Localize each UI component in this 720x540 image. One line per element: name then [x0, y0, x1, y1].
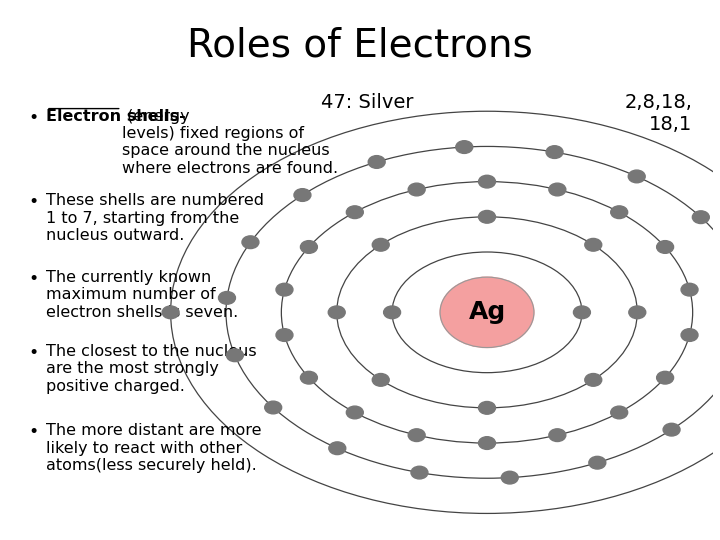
Text: Ag: Ag [469, 300, 505, 325]
Circle shape [657, 372, 674, 384]
Circle shape [346, 206, 364, 219]
Text: Electron shells-: Electron shells- [46, 109, 186, 124]
Circle shape [276, 329, 293, 341]
Circle shape [226, 349, 243, 362]
Circle shape [546, 146, 563, 158]
Circle shape [368, 156, 385, 168]
Circle shape [162, 306, 179, 319]
Circle shape [629, 170, 645, 183]
Circle shape [479, 211, 495, 223]
Circle shape [300, 241, 318, 253]
Text: (energy
levels) fixed regions of
space around the nucleus
where electrons are fo: (energy levels) fixed regions of space a… [122, 109, 338, 176]
Circle shape [629, 306, 646, 319]
Circle shape [300, 372, 318, 384]
Circle shape [218, 292, 235, 304]
Circle shape [372, 374, 390, 386]
Circle shape [611, 406, 628, 419]
Circle shape [372, 239, 390, 251]
Circle shape [346, 406, 364, 419]
Circle shape [549, 183, 566, 196]
Text: The more distant are more
likely to react with other
atoms(less securely held).: The more distant are more likely to reac… [46, 423, 261, 473]
Circle shape [328, 306, 345, 319]
Circle shape [657, 241, 674, 253]
Circle shape [549, 429, 566, 442]
Circle shape [411, 466, 428, 479]
Circle shape [242, 236, 259, 248]
Circle shape [715, 376, 720, 389]
Circle shape [501, 471, 518, 484]
Circle shape [408, 183, 425, 196]
Circle shape [573, 306, 590, 319]
Circle shape [681, 284, 698, 296]
Circle shape [693, 211, 709, 224]
Circle shape [585, 374, 602, 386]
Text: •: • [28, 270, 39, 288]
Text: •: • [28, 193, 39, 211]
Circle shape [479, 402, 495, 414]
Text: The currently known
maximum number of
electron shells is seven.: The currently known maximum number of el… [46, 270, 238, 320]
Circle shape [329, 442, 346, 455]
Circle shape [681, 329, 698, 341]
Circle shape [456, 141, 473, 153]
Circle shape [265, 401, 282, 414]
Circle shape [440, 277, 534, 348]
Text: •: • [28, 423, 39, 442]
Text: •: • [28, 109, 39, 126]
Circle shape [585, 239, 602, 251]
Circle shape [408, 429, 425, 442]
Circle shape [663, 423, 680, 436]
Text: 47: Silver: 47: Silver [321, 93, 414, 112]
Circle shape [384, 306, 400, 319]
Circle shape [589, 456, 606, 469]
Circle shape [611, 206, 628, 219]
Text: 2,8,18,
18,1: 2,8,18, 18,1 [624, 93, 693, 134]
Text: Roles of Electrons: Roles of Electrons [187, 26, 533, 65]
Circle shape [276, 284, 293, 296]
Circle shape [479, 176, 495, 188]
Text: The closest to the nucleus
are the most strongly
positive charged.: The closest to the nucleus are the most … [46, 344, 256, 394]
Text: These shells are numbered
1 to 7, starting from the
nucleus outward.: These shells are numbered 1 to 7, starti… [46, 193, 264, 243]
Circle shape [479, 437, 495, 449]
Text: •: • [28, 344, 39, 362]
Circle shape [294, 188, 311, 201]
